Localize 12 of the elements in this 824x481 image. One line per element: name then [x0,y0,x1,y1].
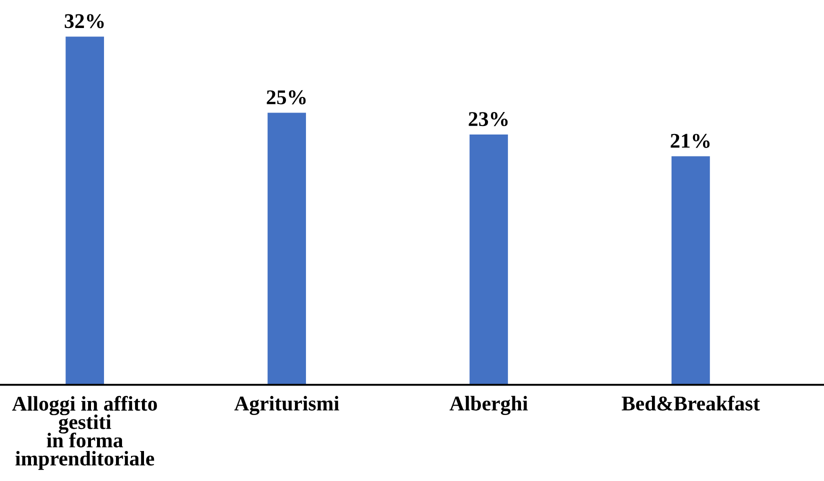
bar [66,36,104,385]
bar [672,156,710,385]
data-label: 23% [468,112,508,126]
x-tick-label: Alberghi [450,396,528,415]
x-tick-label: Alloggi in affitto gestiti in forma imprenditoriale [12,396,157,470]
x-tick-label: Bed&Breakfast [622,396,760,411]
data-label: 25% [266,90,306,104]
data-label: 32% [64,14,104,28]
x-tick-label: Agriturismi [234,396,340,415]
bar [268,112,306,385]
bar [470,134,508,385]
data-label: 21% [670,134,710,148]
